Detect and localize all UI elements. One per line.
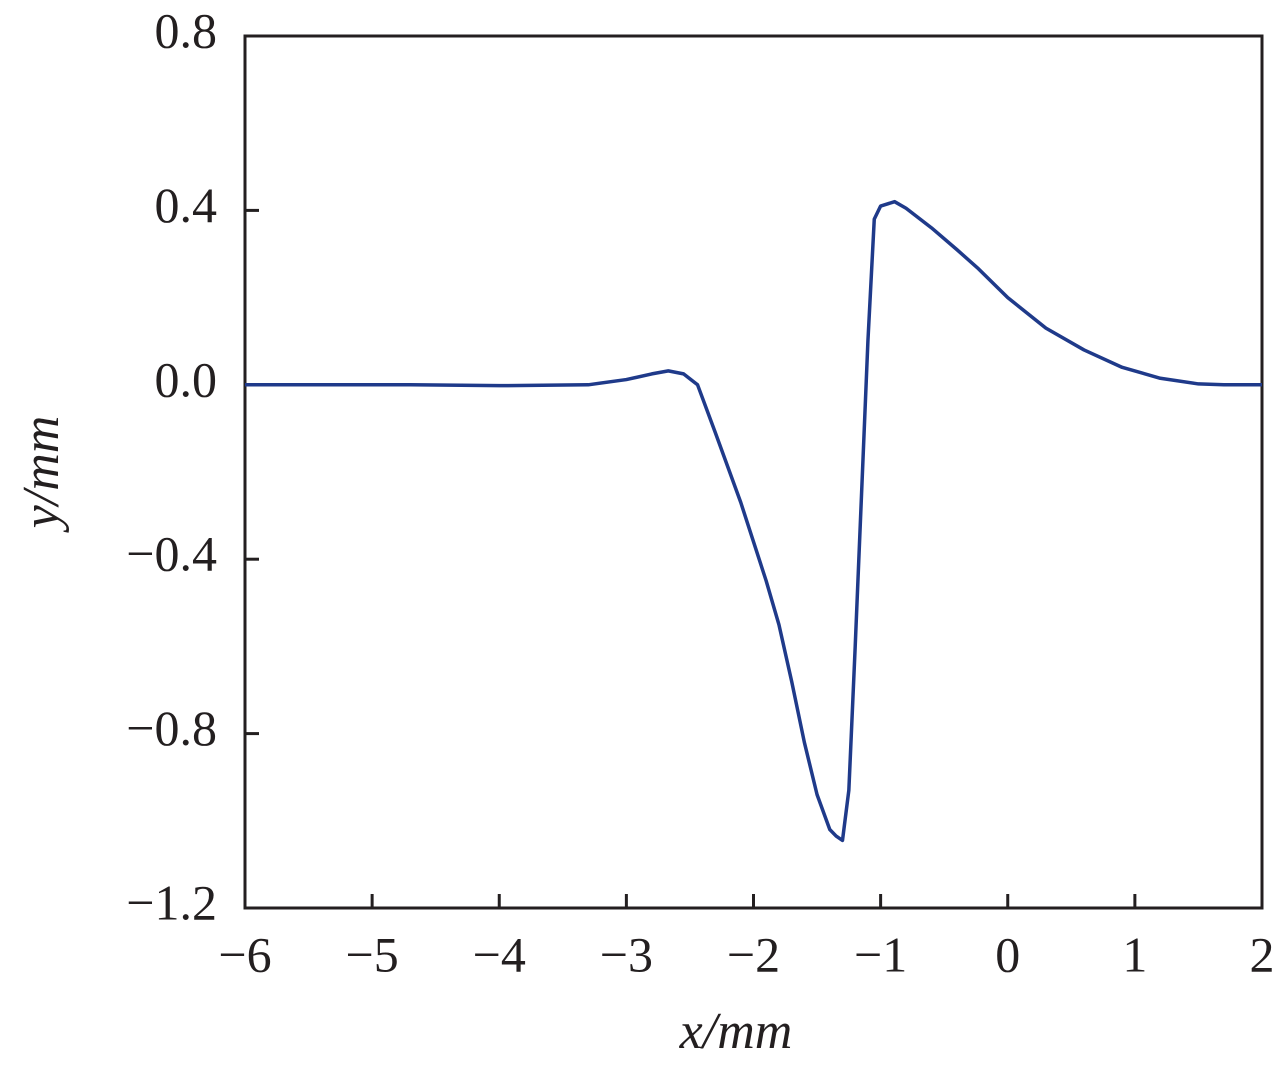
y-tick-label: 0.4 xyxy=(155,177,218,233)
plot-frame xyxy=(243,34,1264,910)
x-tick-label: 0 xyxy=(995,926,1020,982)
y-tick-label: −0.4 xyxy=(126,526,217,582)
x-tick-label: −1 xyxy=(854,926,907,982)
x-tick-label: −5 xyxy=(346,926,399,982)
x-tick-label: −4 xyxy=(473,926,526,982)
x-tick-label: 1 xyxy=(1122,926,1147,982)
y-tick-label: 0.8 xyxy=(155,2,218,58)
y-tick-label: 0.0 xyxy=(155,351,218,407)
x-tick-label: −6 xyxy=(218,926,271,982)
y-axis-label: y/mm xyxy=(13,416,70,534)
x-tick-label: 2 xyxy=(1250,926,1275,982)
x-tick-label: −3 xyxy=(600,926,653,982)
y-tick-label: −1.2 xyxy=(126,874,217,930)
data-line xyxy=(245,199,1262,843)
y-tick-label: −0.8 xyxy=(126,700,217,756)
x-tick-label: −2 xyxy=(727,926,780,982)
x-axis-label: x/mm xyxy=(679,1003,793,1060)
